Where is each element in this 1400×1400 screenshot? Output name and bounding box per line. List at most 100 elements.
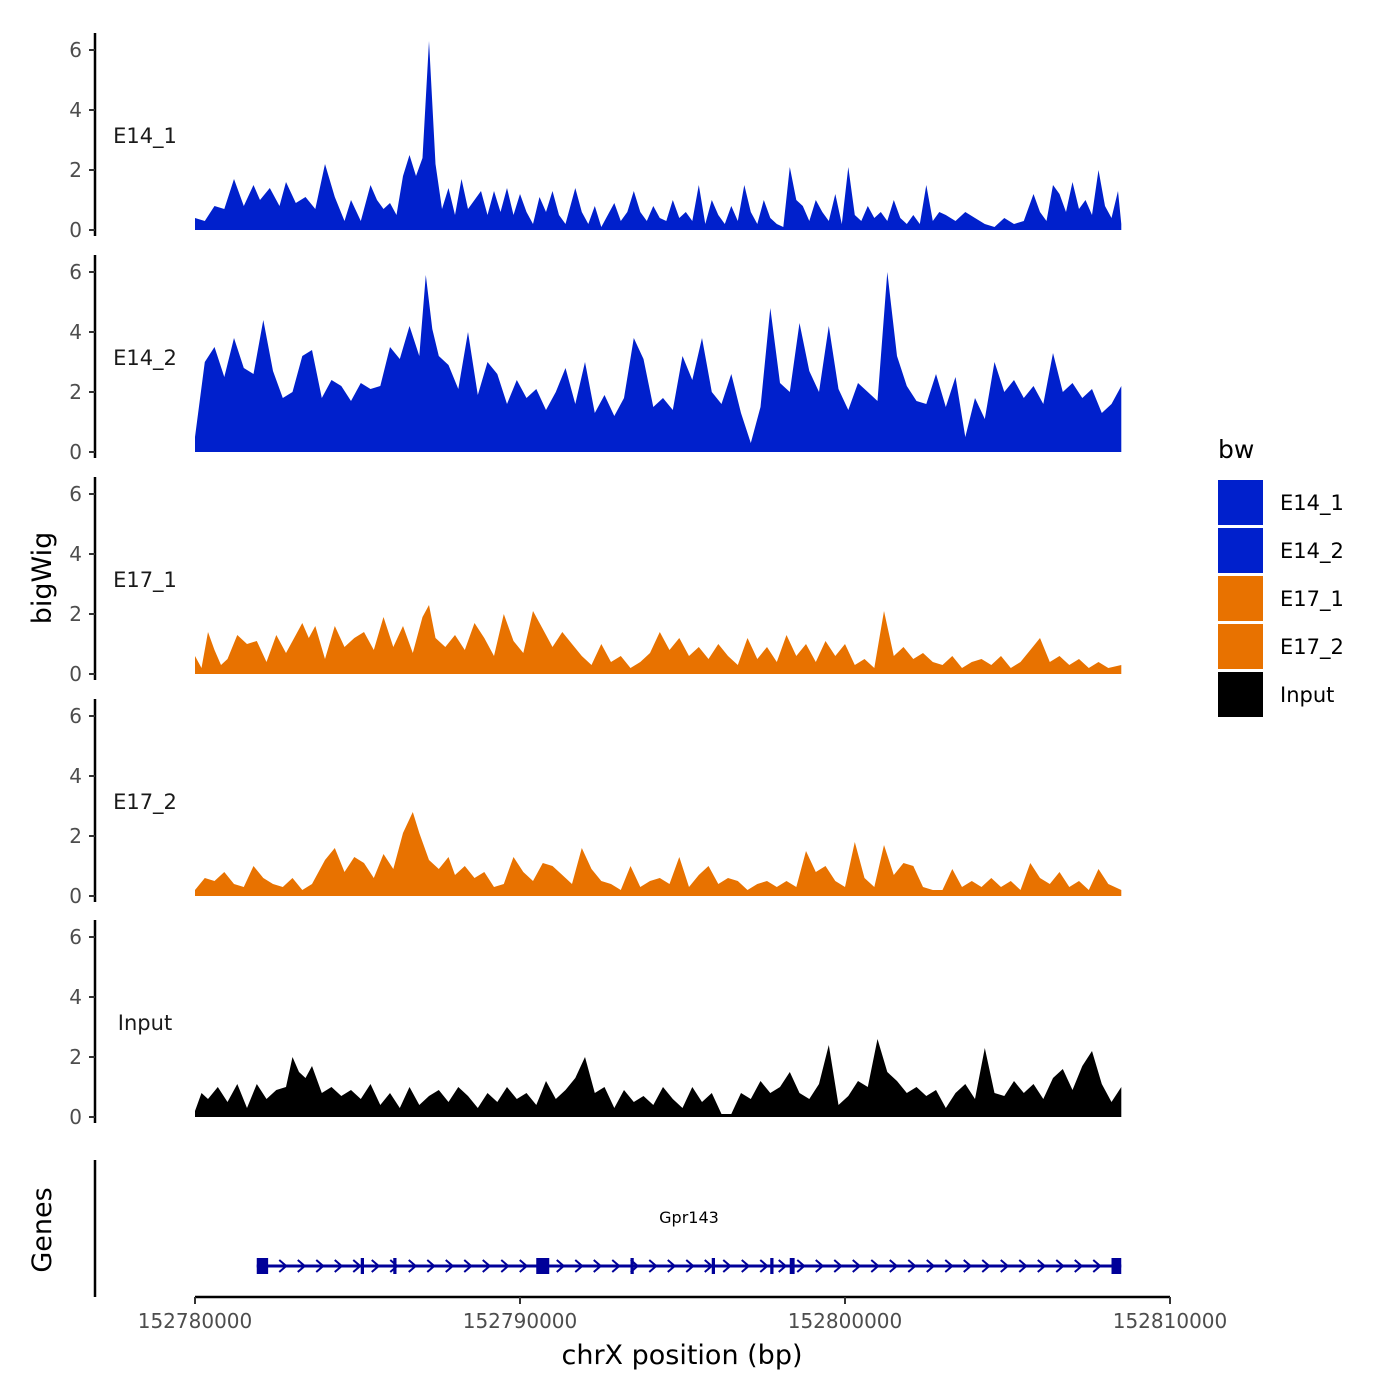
strand-arrow xyxy=(556,1259,566,1273)
track-label: E14_2 xyxy=(113,346,177,371)
gene-panel-title: Genes xyxy=(27,1187,58,1272)
strand-arrow xyxy=(297,1259,307,1273)
legend-label-e14-2: E14_2 xyxy=(1280,539,1344,564)
strand-arrow xyxy=(611,1259,621,1273)
legend-swatch-e14-2 xyxy=(1218,528,1263,573)
strand-arrow xyxy=(1074,1259,1084,1273)
x-axis-title: chrX position (bp) xyxy=(561,1340,802,1371)
strand-arrow xyxy=(667,1259,677,1273)
exon xyxy=(393,1258,397,1274)
coverage-area-e14-1 xyxy=(195,41,1122,230)
exon xyxy=(630,1258,634,1274)
track-e14-1: 0 2 4 6 E14_1 xyxy=(69,33,1122,242)
strand-arrow xyxy=(833,1259,843,1273)
strand-arrow xyxy=(574,1259,584,1273)
y-tick-label: 4 xyxy=(69,985,82,1009)
strand-arrow xyxy=(907,1259,917,1273)
legend-swatch-e17-1 xyxy=(1218,576,1263,621)
strand-arrow xyxy=(371,1259,381,1273)
strand-arrow xyxy=(796,1259,806,1273)
y-tick-label: 6 xyxy=(69,704,82,728)
strand-arrow xyxy=(278,1259,288,1273)
track-input: 0 2 4 6 Input xyxy=(69,920,1122,1129)
y-tick-label: 0 xyxy=(69,218,82,242)
exon xyxy=(536,1258,550,1274)
coverage-area-input xyxy=(195,1039,1122,1117)
strand-arrow xyxy=(981,1259,991,1273)
strand-arrow xyxy=(1055,1259,1065,1273)
y-tick-label: 0 xyxy=(69,884,82,908)
y-tick-label: 2 xyxy=(69,158,82,182)
coverage-tracks: 0 2 4 6 E14_1 0 2 4 6 E14_2 0 2 4 6 E17_1 0 2 4 6 E17_2 0 2 4 6… xyxy=(69,33,1122,1129)
strand-arrow xyxy=(334,1259,344,1273)
y-tick-label: 2 xyxy=(69,824,82,848)
gene-name-label: Gpr143 xyxy=(659,1208,719,1227)
legend-title: bw xyxy=(1218,435,1254,464)
strand-arrow xyxy=(463,1259,473,1273)
strand-arrow xyxy=(1000,1259,1010,1273)
strand-arrow xyxy=(1092,1259,1102,1273)
x-axis: 152780000 152790000 152800000 152810000 xyxy=(138,1295,1228,1333)
strand-arrow xyxy=(815,1259,825,1273)
strand-arrow xyxy=(648,1259,658,1273)
strand-arrow xyxy=(500,1259,510,1273)
y-tick-label: 6 xyxy=(69,260,82,284)
y-tick-label: 6 xyxy=(69,38,82,62)
y-tick-label: 6 xyxy=(69,482,82,506)
strand-arrow xyxy=(926,1259,936,1273)
y-axis-title: bigWig xyxy=(27,532,58,625)
strand-arrow xyxy=(759,1259,769,1273)
x-tick-label: 152810000 xyxy=(1113,1309,1228,1333)
coverage-area-e17-1 xyxy=(195,605,1122,674)
y-tick-label: 2 xyxy=(69,1045,82,1069)
legend-label-input: Input xyxy=(1280,683,1334,707)
y-tick-label: 0 xyxy=(69,1105,82,1129)
track-e17-2: 0 2 4 6 E17_2 xyxy=(69,699,1122,908)
gene-panel: Gpr143 xyxy=(93,1160,1122,1297)
track-label: E17_1 xyxy=(113,568,177,593)
y-tick-label: 4 xyxy=(69,98,82,122)
y-tick-label: 6 xyxy=(69,925,82,949)
strand-arrow xyxy=(722,1259,732,1273)
exon xyxy=(360,1258,364,1274)
strand-arrow xyxy=(741,1259,751,1273)
legend-swatch-e14-1 xyxy=(1218,480,1263,525)
strand-arrow xyxy=(944,1259,954,1273)
y-tick-label: 2 xyxy=(69,602,82,626)
strand-arrow xyxy=(889,1259,899,1273)
track-label: E14_1 xyxy=(113,124,177,149)
strand-arrow xyxy=(352,1259,362,1273)
strand-arrow xyxy=(685,1259,695,1273)
strand-arrow xyxy=(389,1259,399,1273)
y-tick-label: 4 xyxy=(69,542,82,566)
strand-arrow xyxy=(778,1259,788,1273)
legend-label-e14-1: E14_1 xyxy=(1280,491,1344,516)
x-tick-label: 152790000 xyxy=(463,1309,578,1333)
exon xyxy=(789,1258,795,1274)
x-tick-label: 152780000 xyxy=(138,1309,253,1333)
track-label: Input xyxy=(118,1011,172,1035)
x-tick-label: 152800000 xyxy=(788,1309,903,1333)
legend-swatch-e17-2 xyxy=(1218,624,1263,669)
strand-arrow xyxy=(963,1259,973,1273)
exon xyxy=(260,1258,264,1274)
track-label: E17_2 xyxy=(113,790,177,815)
legend-label-e17-2: E17_2 xyxy=(1280,635,1344,660)
y-tick-label: 4 xyxy=(69,764,82,788)
strand-arrow xyxy=(426,1259,436,1273)
strand-arrow xyxy=(593,1259,603,1273)
y-tick-label: 2 xyxy=(69,380,82,404)
legend-swatch-input xyxy=(1218,672,1263,717)
strand-arrow xyxy=(1018,1259,1028,1273)
legend: bw E14_1 E14_2 E17_1 E17_2 Input xyxy=(1218,435,1344,717)
strand-arrow xyxy=(1037,1259,1047,1273)
strand-arrow xyxy=(852,1259,862,1273)
strand-arrow xyxy=(870,1259,880,1273)
exon xyxy=(770,1258,774,1274)
strand-arrow xyxy=(315,1259,325,1273)
y-tick-label: 0 xyxy=(69,662,82,686)
legend-label-e17-1: E17_1 xyxy=(1280,587,1344,612)
track-e17-1: 0 2 4 6 E17_1 xyxy=(69,477,1122,686)
y-tick-label: 4 xyxy=(69,320,82,344)
